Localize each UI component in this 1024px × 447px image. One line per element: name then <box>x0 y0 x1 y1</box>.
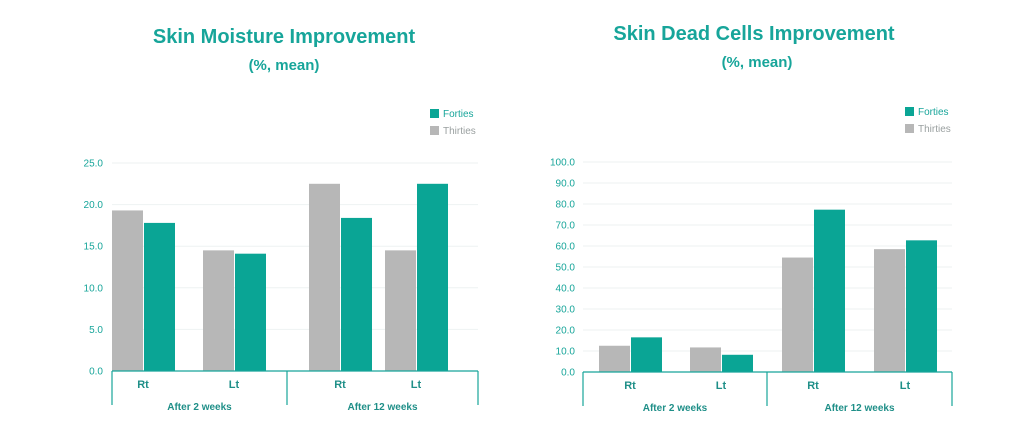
bar-thirties <box>690 347 721 372</box>
bar-thirties <box>112 210 143 371</box>
legend-label: Forties <box>918 107 949 118</box>
bar-forties <box>814 209 845 372</box>
y-tick-label: 0.0 <box>561 368 575 379</box>
x-category-label: Lt <box>229 379 240 391</box>
bars <box>112 183 448 371</box>
y-tick-label: 80.0 <box>556 200 576 211</box>
y-tick-label: 15.0 <box>84 242 104 253</box>
x-group-label: After 2 weeks <box>643 403 708 414</box>
axes: 0.0 5.0 10.0 15.0 20.0 25.0 Rt Lt Rt Lt After 2 we… <box>84 159 479 413</box>
bar-forties <box>722 354 753 372</box>
bars <box>599 209 937 372</box>
bar-forties <box>341 217 372 371</box>
legend-swatch <box>905 107 914 116</box>
y-tick-label: 60.0 <box>556 242 576 253</box>
bar-forties <box>235 253 266 371</box>
y-tick-label: 100.0 <box>550 158 575 169</box>
legend: Forties Thirties <box>430 109 476 137</box>
bar-forties <box>906 240 937 372</box>
x-group-label: After 2 weeks <box>167 402 232 413</box>
y-tick-label: 40.0 <box>556 284 576 295</box>
y-tick-label: 20.0 <box>84 200 104 211</box>
skin-dead-cells-chart: Skin Dead Cells Improvement (%, mean) 0.… <box>550 23 953 414</box>
y-tick-label: 50.0 <box>556 263 576 274</box>
x-category-label: Rt <box>807 380 819 392</box>
bar-forties <box>144 222 175 371</box>
y-tick-label: 0.0 <box>89 367 103 378</box>
chart-title: Skin Moisture Improvement <box>153 26 416 48</box>
bar-thirties <box>309 183 340 371</box>
bar-thirties <box>874 249 905 372</box>
x-group-label: After 12 weeks <box>347 402 417 413</box>
y-tick-label: 5.0 <box>89 325 103 336</box>
y-tick-label: 70.0 <box>556 221 576 232</box>
legend-label: Thirties <box>443 126 476 137</box>
x-category-label: Lt <box>900 380 911 392</box>
bar-thirties <box>385 250 416 371</box>
y-tick-label: 25.0 <box>84 159 104 170</box>
x-category-label: Rt <box>334 379 346 391</box>
y-tick-label: 10.0 <box>84 283 104 294</box>
x-group-label: After 12 weeks <box>824 403 894 414</box>
x-category-label: Rt <box>137 379 149 391</box>
x-category-label: Rt <box>624 380 636 392</box>
legend: Forties Thirties <box>905 107 951 135</box>
bar-thirties <box>782 257 813 372</box>
x-category-label: Lt <box>716 380 727 392</box>
y-tick-label: 20.0 <box>556 326 576 337</box>
skin-moisture-chart: Skin Moisture Improvement (%, mean) 0.0 5… <box>84 26 479 413</box>
bar-thirties <box>203 250 234 371</box>
bar-forties <box>631 337 662 372</box>
bar-forties <box>417 183 448 371</box>
legend-swatch <box>430 126 439 135</box>
x-category-label: Lt <box>411 379 422 391</box>
chart-subtitle: (%, mean) <box>722 54 793 71</box>
axes: 0.0 10.0 20.0 30.0 40.0 50.0 60.0 70.0 80.0 90.0 1… <box>550 158 953 414</box>
y-tick-label: 10.0 <box>556 347 576 358</box>
chart-subtitle: (%, mean) <box>249 57 320 74</box>
y-tick-label: 90.0 <box>556 179 576 190</box>
legend-label: Thirties <box>918 124 951 135</box>
legend-swatch <box>430 109 439 118</box>
legend-swatch <box>905 124 914 133</box>
y-tick-label: 30.0 <box>556 305 576 316</box>
legend-label: Forties <box>443 109 474 120</box>
chart-title: Skin Dead Cells Improvement <box>613 23 895 45</box>
bar-thirties <box>599 345 630 372</box>
